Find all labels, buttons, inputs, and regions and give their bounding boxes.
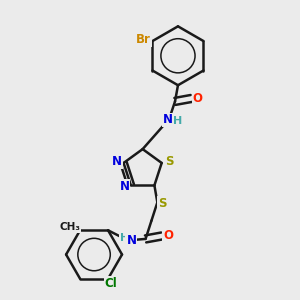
Text: S: S — [165, 155, 173, 168]
Text: N: N — [119, 180, 129, 193]
Text: Br: Br — [136, 33, 151, 46]
Text: CH₃: CH₃ — [59, 222, 80, 233]
Text: N: N — [126, 234, 136, 247]
Text: Cl: Cl — [105, 277, 117, 290]
Text: N: N — [163, 113, 173, 127]
Text: S: S — [158, 197, 167, 210]
Text: O: O — [163, 230, 173, 242]
Text: H: H — [173, 116, 182, 126]
Text: N: N — [112, 155, 122, 168]
Text: O: O — [193, 92, 203, 105]
Text: H: H — [120, 233, 129, 243]
